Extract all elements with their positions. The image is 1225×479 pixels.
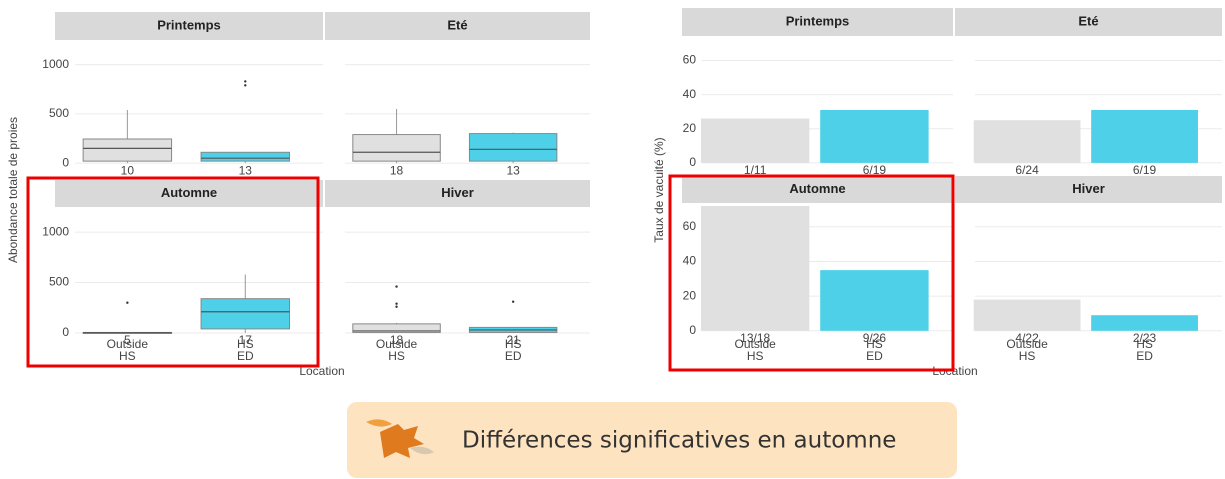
x-axis-title: Location (932, 364, 977, 378)
facet-title: Eté (1078, 13, 1098, 28)
facet-strip (682, 8, 953, 36)
count-label: 18 (390, 333, 404, 347)
count-label: 13/18 (740, 331, 770, 345)
count-label: 18 (390, 163, 404, 177)
x-tick-label: Outside HS (107, 337, 149, 363)
box (352, 134, 441, 162)
count-label: 10 (121, 163, 135, 177)
bar (1091, 315, 1198, 331)
x-tick-label: HS ED (237, 337, 254, 363)
x-tick-label: Outside HS (1006, 337, 1048, 363)
facet-strip (325, 12, 590, 40)
outlier (126, 301, 129, 304)
outlier (244, 80, 247, 83)
y-tick-label: 1000 (42, 224, 69, 238)
bar (820, 109, 929, 163)
box (352, 323, 441, 333)
box (468, 133, 558, 162)
y-tick-label: 0 (689, 155, 696, 169)
count-label: 13 (506, 163, 520, 177)
x-tick-label: Outside HS (376, 337, 418, 363)
bar (973, 120, 1081, 163)
outlier (395, 285, 398, 288)
count-label: 4/22 (1015, 331, 1039, 345)
x-tick-label: Outside HS (734, 337, 776, 363)
facet-title: Printemps (786, 13, 850, 28)
facet-title: Automne (789, 181, 845, 196)
banner-text: Différences significatives en automne (462, 428, 896, 454)
facet-strip (325, 180, 590, 207)
facet-title: Automne (161, 185, 217, 200)
x-axis-title: Location (299, 364, 344, 378)
x-tick-label: HS ED (1136, 337, 1153, 363)
facet-title: Hiver (1072, 181, 1105, 196)
bar (1091, 109, 1198, 163)
facet-title: Hiver (441, 185, 474, 200)
count-label: 2/23 (1133, 331, 1157, 345)
y-tick-label: 20 (683, 121, 697, 135)
x-tick-label: HS ED (505, 337, 522, 363)
box (200, 151, 290, 162)
x-tick-label: HS ED (866, 337, 883, 363)
y-tick-label: 0 (689, 323, 696, 337)
facet-strip (955, 8, 1222, 36)
y-tick-label: 1000 (42, 57, 69, 71)
outlier (395, 305, 398, 308)
bar (973, 299, 1081, 331)
count-label: 13 (239, 163, 253, 177)
outlier (244, 84, 247, 87)
count-label: 6/19 (1133, 163, 1157, 177)
count-label: 6/19 (863, 163, 887, 177)
y-tick-label: 0 (62, 155, 69, 169)
y-tick-label: 60 (683, 219, 697, 233)
highlight (26, 176, 320, 368)
facet-strip (55, 12, 323, 40)
outlier (395, 302, 398, 305)
y-tick-label: 500 (49, 275, 69, 289)
facet-strip (55, 180, 323, 207)
y-tick-label: 40 (683, 254, 697, 268)
y-axis-title: Abondance totale de proies (6, 117, 20, 263)
y-tick-label: 40 (683, 87, 697, 101)
count-label: 1/11 (744, 163, 767, 177)
count-label: 21 (506, 333, 520, 347)
count-label: 17 (239, 333, 253, 347)
bar (700, 118, 810, 163)
count-label: 6/24 (1015, 163, 1039, 177)
outlier (511, 300, 515, 303)
facet-title: Printemps (157, 17, 221, 32)
count-label: 5 (124, 333, 131, 347)
bar (700, 206, 810, 331)
count-label: 9/26 (863, 331, 887, 345)
y-tick-label: 500 (49, 106, 69, 120)
y-axis-title: Taux de vacuité (%) (652, 137, 666, 242)
box (82, 138, 173, 162)
banner-box (347, 402, 957, 478)
facet-strip (955, 176, 1222, 203)
y-tick-label: 60 (683, 53, 697, 67)
bar (820, 270, 929, 331)
box (200, 298, 290, 330)
facet-strip (682, 176, 953, 203)
y-tick-label: 20 (683, 288, 697, 302)
leaf-icon (366, 419, 434, 458)
y-tick-label: 0 (62, 325, 69, 339)
highlight (668, 174, 955, 372)
facet-title: Eté (447, 17, 467, 32)
